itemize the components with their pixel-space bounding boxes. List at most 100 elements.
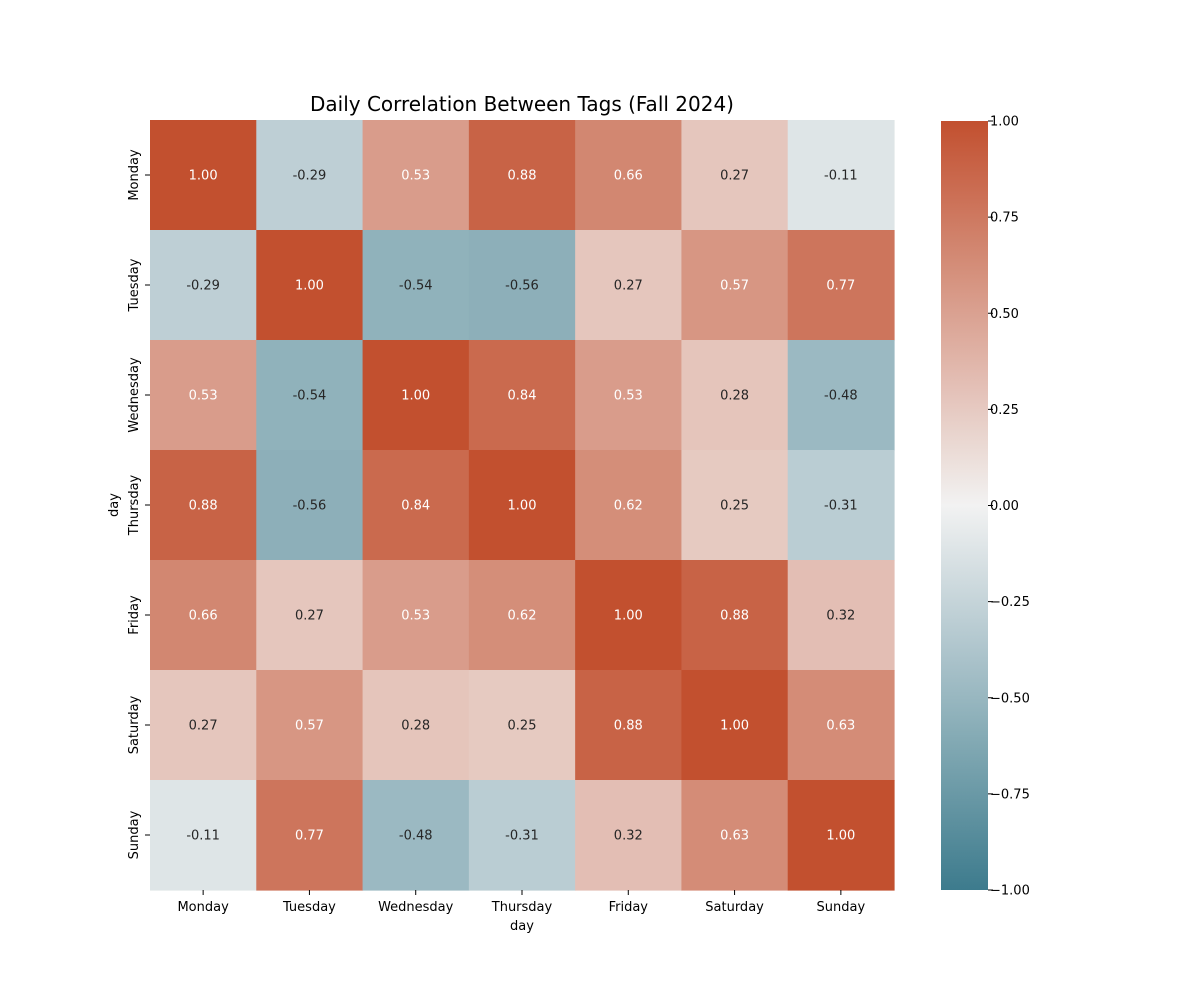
y-tick-label: Thursday <box>127 474 142 536</box>
cell-value-label: 1.00 <box>295 279 324 294</box>
heatmap-cell <box>575 120 683 231</box>
cell-value-label: 0.25 <box>508 719 537 734</box>
cell-value-label: 0.53 <box>401 169 430 184</box>
x-tick-label: Tuesday <box>282 900 336 915</box>
heatmap-cell <box>150 670 257 781</box>
y-tick-label: Monday <box>127 149 142 201</box>
cell-value-label: -0.56 <box>505 279 539 294</box>
x-tick-label: Monday <box>177 900 229 915</box>
heatmap-cell <box>575 670 683 781</box>
colorbar-tick-label: −1.00 <box>990 884 1030 899</box>
cell-value-label: 0.88 <box>614 719 643 734</box>
heatmap-cell <box>787 120 895 231</box>
x-tick-labels: Monday Tuesday Wednesday Thursday Friday Satu… <box>177 890 865 915</box>
cell-value-label: -0.54 <box>293 389 327 404</box>
heatmap-cell <box>256 120 364 231</box>
cell-value-label: 0.53 <box>189 389 218 404</box>
cell-value-label: -0.31 <box>824 499 858 514</box>
cell-value-label: 0.62 <box>614 499 643 514</box>
cell-value-label: 1.00 <box>614 609 643 624</box>
heatmap-cell <box>468 450 576 561</box>
colorbar-tick-label: −0.75 <box>990 787 1030 802</box>
y-tick-label: Wednesday <box>127 357 142 433</box>
cell-value-label: -0.56 <box>293 499 327 514</box>
cell-value-label: 0.27 <box>720 169 749 184</box>
cell-value-label: 0.88 <box>720 609 749 624</box>
cell-value-label: 0.27 <box>614 279 643 294</box>
cell-value-label: 1.00 <box>189 169 218 184</box>
cell-value-label: -0.31 <box>505 829 539 844</box>
heatmap-cell <box>575 560 683 671</box>
heatmap-cell <box>681 120 789 231</box>
cell-value-label: 0.27 <box>189 719 218 734</box>
colorbar: 1.00 0.75 0.50 0.25 0.00 −0.25 −0.50 −0.75 −1.00 <box>941 115 1030 899</box>
y-tick-label: Friday <box>127 595 142 635</box>
heatmap-cell <box>256 340 364 451</box>
cell-value-label: 1.00 <box>508 499 537 514</box>
cell-value-label: 0.63 <box>826 719 855 734</box>
heatmap-cell <box>468 340 576 451</box>
cell-value-label: 0.53 <box>614 389 643 404</box>
heatmap-cell <box>256 560 364 671</box>
cell-value-label: 0.77 <box>295 829 324 844</box>
heatmap-cell <box>362 560 470 671</box>
colorbar-tick-label: 0.00 <box>990 499 1019 514</box>
heatmap-cell <box>468 670 576 781</box>
cell-value-label: -0.48 <box>399 829 433 844</box>
heatmap-cell <box>681 230 789 341</box>
colorbar-tick-label: 0.75 <box>990 211 1019 226</box>
x-tick-label: Saturday <box>705 900 764 915</box>
y-tick-labels: Monday Tuesday Wednesday Thursday Friday Satu… <box>127 149 150 859</box>
cell-value-label: 0.32 <box>614 829 643 844</box>
x-tick-label: Friday <box>609 900 649 915</box>
colorbar-ticks: 1.00 0.75 0.50 0.25 0.00 −0.25 −0.50 −0.75 −1.00 <box>988 115 1030 899</box>
x-tick-label: Wednesday <box>378 900 454 915</box>
heatmap-cell <box>681 780 789 891</box>
heatmap-cell <box>787 450 895 561</box>
heatmap-cell <box>575 780 683 891</box>
cell-value-label: 0.66 <box>614 169 643 184</box>
colorbar-tick-label: 1.00 <box>990 115 1019 130</box>
heatmap-cell <box>362 450 470 561</box>
heatmap-cell <box>362 780 470 891</box>
heatmap-cell <box>681 670 789 781</box>
cell-value-label: -0.29 <box>186 279 220 294</box>
heatmap-cell <box>150 120 257 231</box>
cell-value-label: 0.28 <box>720 389 749 404</box>
cell-value-label: 0.57 <box>295 719 324 734</box>
heatmap-cell <box>787 780 895 891</box>
cell-value-label: 1.00 <box>401 389 430 404</box>
cell-value-label: 0.88 <box>508 169 537 184</box>
heatmap-cell <box>150 230 257 341</box>
cell-value-label: 0.53 <box>401 609 430 624</box>
heatmap-cell <box>150 780 257 891</box>
heatmap-cell <box>362 340 470 451</box>
cell-value-label: 0.84 <box>508 389 537 404</box>
cell-value-label: 0.32 <box>826 609 855 624</box>
cell-annotations: 1.00 -0.29 0.53 0.88 0.66 0.27 -0.11 -0.29 1.00 -… <box>186 169 857 844</box>
y-axis-label: day <box>107 493 122 517</box>
heatmap-cell <box>150 450 257 561</box>
cell-value-label: 1.00 <box>826 829 855 844</box>
cell-value-label: -0.54 <box>399 279 433 294</box>
heatmap-cell <box>681 450 789 561</box>
heatmap-cell <box>468 120 576 231</box>
cell-value-label: 0.25 <box>720 499 749 514</box>
heatmap-cell <box>468 230 576 341</box>
x-axis-label: day <box>510 919 534 934</box>
x-tick-label: Thursday <box>491 900 553 915</box>
heatmap-cell <box>362 120 470 231</box>
cell-value-label: 0.57 <box>720 279 749 294</box>
heatmap-cell <box>468 560 576 671</box>
colorbar-rect <box>941 121 988 890</box>
heatmap-cell <box>575 450 683 561</box>
cell-value-label: 0.28 <box>401 719 430 734</box>
heatmap-cell <box>362 670 470 781</box>
cell-value-label: 0.88 <box>189 499 218 514</box>
cell-value-label: 0.27 <box>295 609 324 624</box>
colorbar-tick-label: 0.25 <box>990 403 1019 418</box>
heatmap-cell <box>256 230 364 341</box>
cell-value-label: -0.29 <box>293 169 327 184</box>
heatmap-cell <box>787 560 895 671</box>
